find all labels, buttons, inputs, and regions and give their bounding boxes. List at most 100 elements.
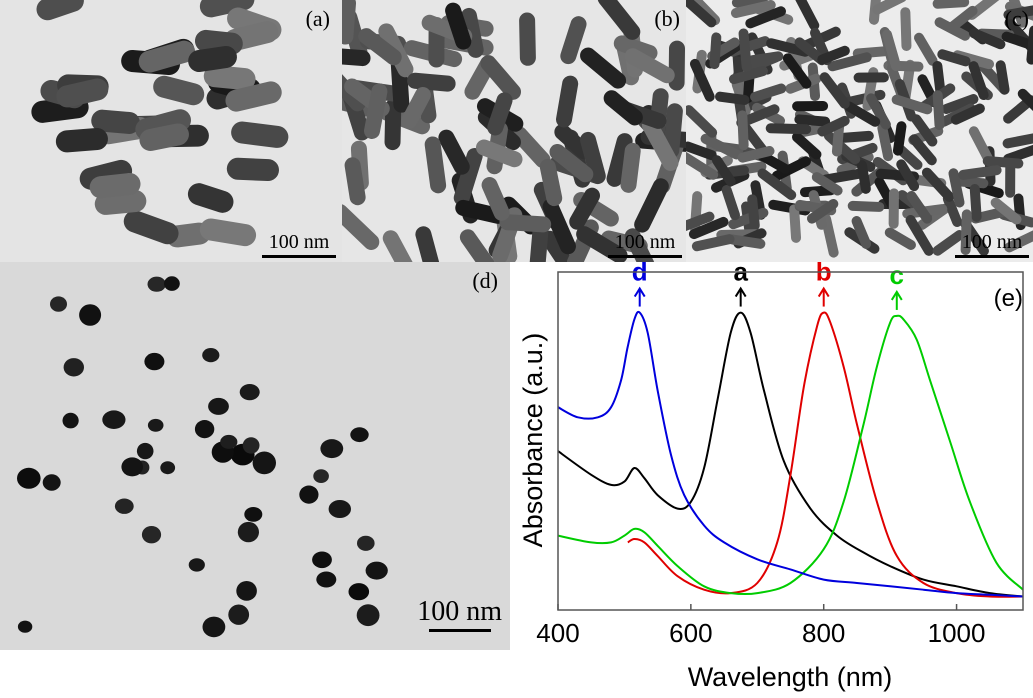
nanorod bbox=[932, 0, 970, 9]
nanorod bbox=[624, 228, 655, 262]
nanorod bbox=[138, 40, 196, 73]
nanorod bbox=[960, 209, 972, 255]
nanorod bbox=[225, 81, 282, 112]
nanorod-image-a bbox=[31, 0, 289, 248]
nanorod bbox=[834, 130, 874, 144]
nanorod bbox=[203, 65, 256, 91]
nanorod bbox=[896, 159, 920, 192]
scale-bar-line-a bbox=[262, 255, 336, 258]
peak-arrowhead-a bbox=[734, 286, 747, 298]
nanosphere bbox=[350, 427, 369, 443]
nanosphere bbox=[313, 469, 329, 483]
nanorod bbox=[715, 91, 750, 105]
nanorod bbox=[892, 121, 907, 156]
nanosphere bbox=[365, 561, 388, 580]
nanorod bbox=[36, 0, 84, 21]
nanorod bbox=[153, 75, 205, 106]
nanorod bbox=[1005, 162, 1016, 198]
nanorod bbox=[459, 229, 500, 262]
nanorod bbox=[539, 158, 563, 207]
nanosphere bbox=[63, 358, 84, 377]
nanosphere bbox=[320, 439, 344, 459]
nanorod bbox=[750, 83, 787, 102]
nanorod bbox=[727, 234, 766, 249]
nanorod bbox=[511, 126, 551, 168]
nanorod bbox=[686, 141, 717, 161]
nanorod bbox=[542, 198, 576, 255]
nanorod bbox=[817, 45, 850, 65]
nanorod bbox=[554, 124, 592, 160]
x-tick-label: 400 bbox=[536, 618, 579, 648]
nanorod bbox=[948, 168, 965, 208]
plot-frame bbox=[557, 271, 1024, 611]
nanorod bbox=[519, 12, 536, 66]
nanosphere bbox=[228, 604, 250, 625]
nanorod bbox=[91, 109, 141, 134]
series-line-c bbox=[557, 314, 1024, 596]
tem-panel-d: (d) 100 nm bbox=[0, 262, 510, 650]
nanorod bbox=[139, 123, 189, 151]
nanorod bbox=[358, 28, 402, 66]
nanorod bbox=[795, 0, 820, 31]
nanorod bbox=[721, 184, 740, 221]
nanorod bbox=[487, 92, 513, 136]
nanorod bbox=[827, 52, 872, 72]
nanorod bbox=[700, 133, 742, 160]
nanorod bbox=[782, 53, 812, 89]
nanorod bbox=[937, 49, 971, 67]
nanorod bbox=[990, 197, 1022, 225]
nanorod bbox=[424, 136, 447, 194]
nanorod bbox=[549, 143, 594, 183]
nanorod bbox=[56, 78, 109, 108]
nanorod bbox=[792, 100, 829, 112]
nanorod bbox=[968, 126, 994, 165]
nanosphere bbox=[194, 420, 215, 439]
nanorod bbox=[888, 188, 899, 229]
nanosphere bbox=[114, 498, 134, 514]
nanosphere bbox=[147, 276, 166, 292]
nanosphere bbox=[242, 437, 260, 454]
nanorod bbox=[686, 0, 717, 28]
nanorod bbox=[382, 230, 415, 262]
nanorod bbox=[499, 214, 552, 233]
nanosphere bbox=[356, 604, 380, 627]
nanorod bbox=[884, 227, 916, 250]
nanorod bbox=[187, 183, 234, 213]
nanorod bbox=[942, 193, 963, 227]
series-label-c: c bbox=[890, 262, 904, 290]
nanosphere bbox=[164, 276, 180, 291]
nanorod bbox=[634, 178, 669, 233]
nanorod bbox=[729, 66, 768, 85]
nanorod bbox=[952, 50, 995, 70]
nanorod bbox=[911, 114, 938, 147]
nanorod bbox=[900, 7, 912, 51]
nanorod bbox=[641, 117, 679, 171]
nanorod bbox=[872, 0, 907, 15]
nanorod bbox=[946, 5, 978, 33]
nanorod bbox=[738, 28, 752, 72]
absorbance-chart-panel: a b c d 400 600 800 1000 (e) Wavelength (nm) Ab… bbox=[510, 262, 1033, 698]
scale-bar-b: 100 nm bbox=[608, 231, 682, 258]
nanorod bbox=[921, 167, 955, 202]
nanosphere bbox=[79, 304, 102, 326]
nanorod bbox=[603, 90, 643, 126]
nanorod bbox=[445, 2, 472, 50]
nanorod bbox=[686, 150, 719, 180]
peak-arrowhead-b bbox=[817, 286, 830, 298]
nanorod bbox=[576, 226, 628, 262]
scale-bar-a: 100 nm bbox=[262, 231, 336, 258]
scale-bar-label-b: 100 nm bbox=[614, 231, 676, 253]
scale-bar-label-d: 100 nm bbox=[417, 596, 502, 627]
nanorod bbox=[123, 210, 179, 245]
nanosphere bbox=[202, 616, 226, 638]
series-line-b bbox=[627, 311, 1024, 598]
panel-label-b: (b) bbox=[654, 6, 680, 31]
nanosphere bbox=[357, 535, 375, 551]
nanorod bbox=[342, 203, 380, 250]
nanorod bbox=[89, 172, 141, 199]
x-tick-label: 600 bbox=[669, 618, 712, 648]
peak-arrowhead-c bbox=[890, 290, 903, 301]
nanorod bbox=[455, 199, 506, 224]
nanorod bbox=[913, 32, 938, 66]
nanorod bbox=[968, 61, 989, 101]
